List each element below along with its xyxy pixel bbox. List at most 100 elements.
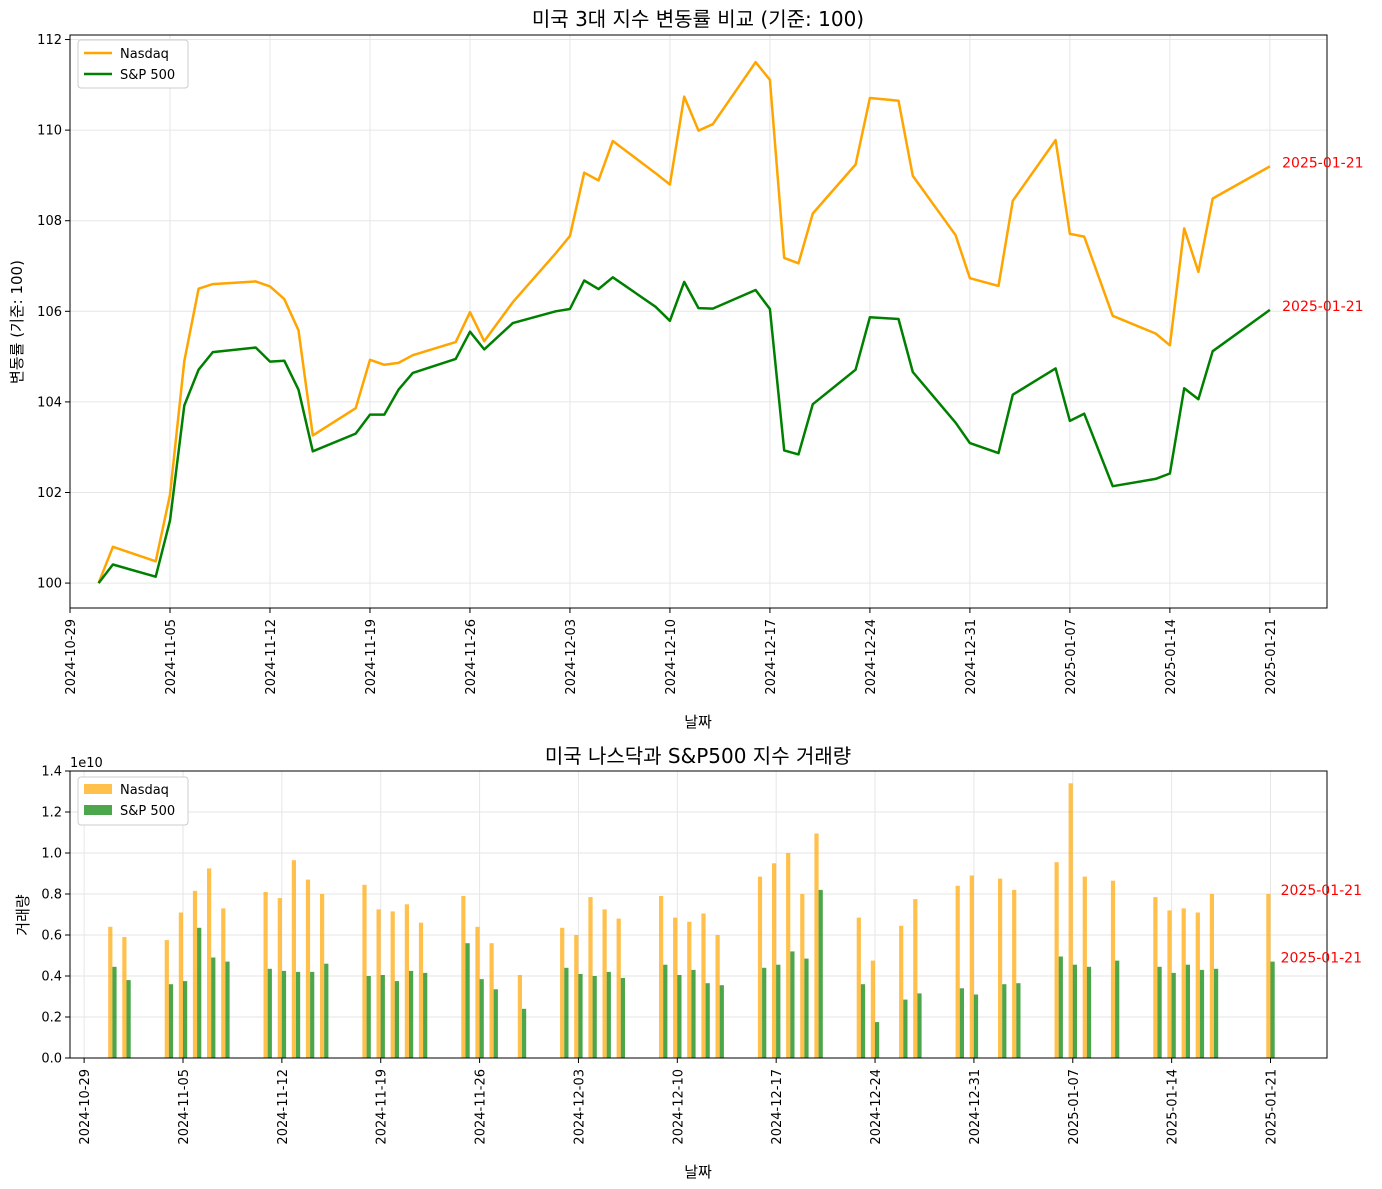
volume-bar-sp500 [903, 999, 908, 1058]
volume-bar-nasdaq [122, 937, 127, 1058]
volume-bar-sp500 [366, 976, 371, 1058]
volume-bar-sp500 [705, 983, 710, 1058]
volume-bar-nasdaq [955, 885, 960, 1058]
volume-bar-nasdaq [1153, 897, 1158, 1058]
series-lines [97, 60, 1271, 584]
x-tick-label: 2024-10-29 [78, 1069, 93, 1145]
volume-bar-sp500 [423, 972, 428, 1058]
x-tick-label: 2025-01-21 [1265, 1069, 1280, 1145]
x-tick-label: 2024-11-19 [364, 619, 379, 695]
volume-bar-nasdaq [475, 926, 480, 1058]
volume-bar-nasdaq [1068, 783, 1073, 1058]
legend-swatch-sp500 [84, 805, 112, 815]
x-tick-label: 2024-12-03 [572, 1069, 587, 1145]
x-tick-label: 2024-11-12 [264, 619, 279, 695]
volume-bar-nasdaq [1181, 908, 1186, 1058]
volume-bar-nasdaq [616, 918, 621, 1058]
y-tick-label: 104 [37, 395, 62, 410]
volume-bar-sp500 [620, 978, 625, 1058]
volume-bar-sp500 [168, 984, 174, 1058]
volume-bar-sp500 [267, 968, 272, 1058]
volume-bar-sp500 [225, 961, 230, 1058]
volume-bar-nasdaq [517, 975, 522, 1058]
x-tick-label: 2024-12-10 [664, 619, 679, 695]
volume-bar-nasdaq [461, 896, 466, 1058]
y-tick-label: 100 [37, 577, 62, 592]
volume-bar-nasdaq [320, 894, 325, 1058]
volume-bar-nasdaq [207, 868, 212, 1058]
volume-bar-sp500 [592, 976, 597, 1058]
x-tick-label: 2024-12-10 [671, 1069, 686, 1145]
y-tick-label: 108 [37, 214, 62, 229]
volume-bar-sp500 [875, 1022, 880, 1058]
volume-bar-sp500 [973, 994, 979, 1058]
end-date-annotation: 2025-01-21 [1282, 155, 1363, 171]
volume-bar-sp500 [959, 988, 964, 1058]
index-change-chart: 미국 3대 지수 변동률 비교 (기준: 100) 10010210410610… [8, 7, 1364, 731]
volume-bar-nasdaq [574, 935, 579, 1058]
volume-bar-nasdaq [673, 917, 678, 1058]
volume-bar-sp500 [183, 981, 188, 1058]
volume-bar-nasdaq [786, 853, 791, 1058]
volume-bar-sp500 [197, 927, 202, 1058]
volume-bar-nasdaq [998, 878, 1003, 1058]
y-axis-ticks: 0.0 0.2 0.4 0.6 0.8 1.0 1.2 1.4 [41, 765, 70, 1067]
volume-bar-sp500 [211, 957, 216, 1058]
legend-label-sp500: S&P 500 [120, 804, 175, 819]
x-tick-label: 2025-01-14 [1166, 1069, 1181, 1145]
volume-bar-nasdaq [772, 863, 777, 1059]
volume-bars [108, 783, 1275, 1059]
volume-bar-nasdaq [687, 921, 692, 1058]
volume-bar-nasdaq [969, 875, 974, 1058]
x-tick-label: 2024-11-26 [474, 1069, 489, 1145]
end-date-annotation: 2025-01-21 [1282, 299, 1363, 315]
plot-frame [69, 34, 1328, 609]
volume-bar-nasdaq [362, 884, 367, 1058]
volume-bar-nasdaq [263, 892, 268, 1058]
volume-bar-sp500 [310, 971, 315, 1058]
x-tick-label: 2024-12-31 [964, 619, 979, 695]
x-tick-label: 2025-01-14 [1164, 619, 1179, 695]
volume-bar-nasdaq [178, 912, 183, 1058]
volume-bar-nasdaq [602, 909, 607, 1058]
volume-bar-sp500 [1115, 960, 1120, 1058]
volume-bar-sp500 [818, 889, 823, 1058]
legend: Nasdaq S&P 500 [77, 776, 189, 826]
volume-bar-nasdaq [390, 911, 395, 1058]
volume-bar-sp500 [1185, 964, 1190, 1058]
series-line-sp500 [97, 276, 1271, 584]
volume-bar-sp500 [380, 975, 385, 1058]
x-axis-label: 날짜 [684, 1163, 712, 1181]
volume-bar-nasdaq [1082, 876, 1087, 1058]
x-axis-ticks: 2024-10-29 2024-11-05 2024-11-12 2024-11-19… [78, 1058, 1280, 1145]
volume-bar-nasdaq [899, 925, 904, 1058]
volume-bar-nasdaq [588, 897, 593, 1058]
volume-bar-nasdaq [1266, 894, 1271, 1058]
volume-bar-sp500 [1270, 961, 1275, 1058]
y-tick-label: 1.2 [41, 806, 62, 821]
y-tick-label: 0.4 [41, 970, 62, 985]
volume-bar-sp500 [465, 943, 470, 1058]
end-date-annotation: 2025-01-21 [1281, 883, 1362, 899]
volume-bar-sp500 [1058, 956, 1063, 1058]
y-tick-label: 1.4 [41, 765, 62, 780]
gridlines [69, 35, 1327, 608]
plot-frame [69, 770, 1328, 1059]
volume-bar-nasdaq [1209, 894, 1214, 1058]
volume-bar-sp500 [719, 985, 724, 1058]
volume-bar-sp500 [479, 979, 484, 1058]
y-tick-label: 106 [37, 305, 62, 320]
annotations: 2025-01-21 2025-01-21 [1281, 883, 1362, 967]
volume-bar-sp500 [1016, 983, 1021, 1058]
volume-bar-nasdaq [221, 908, 226, 1058]
y-tick-label: 1.0 [41, 847, 62, 862]
x-tick-label: 2025-01-07 [1067, 1069, 1082, 1145]
annotations: 2025-01-21 2025-01-21 [1282, 155, 1363, 315]
volume-bar-sp500 [1072, 964, 1077, 1058]
y-axis-label: 변동률 (기준: 100) [8, 260, 26, 384]
chart-title: 미국 3대 지수 변동률 비교 (기준: 100) [532, 7, 864, 31]
volume-bar-nasdaq [489, 943, 494, 1058]
x-axis-label: 날짜 [684, 713, 712, 731]
volume-bar-nasdaq [291, 860, 296, 1058]
volume-bar-nasdaq [757, 876, 763, 1058]
